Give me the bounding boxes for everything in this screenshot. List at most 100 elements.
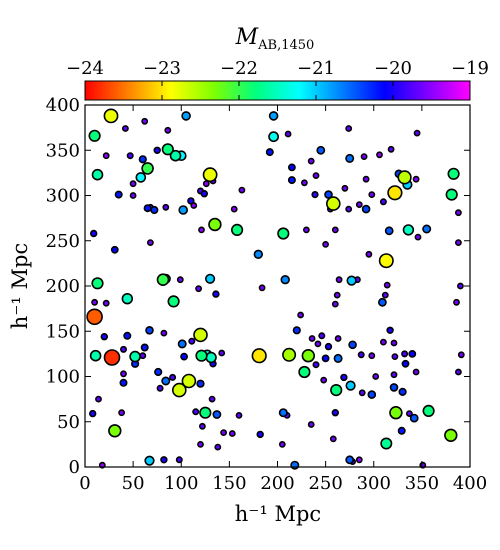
data-point <box>120 345 128 353</box>
y-axis-label: h⁻¹ Mpc <box>8 243 32 329</box>
y-tick-label: 350 <box>46 140 80 161</box>
colorbar-bar <box>84 80 471 101</box>
data-point <box>387 185 403 201</box>
data-point <box>154 367 163 377</box>
data-point <box>153 146 161 155</box>
data-point <box>161 376 171 386</box>
data-point <box>335 276 343 284</box>
data-point <box>212 290 220 298</box>
data-point <box>89 229 98 238</box>
data-point <box>331 300 339 308</box>
data-point <box>138 155 147 164</box>
data-point <box>187 197 195 205</box>
data-point <box>176 276 184 284</box>
data-point <box>251 348 267 364</box>
data-point <box>454 368 462 376</box>
data-point <box>91 298 98 306</box>
data-point <box>214 443 222 451</box>
data-point <box>312 361 320 369</box>
data-point <box>88 129 101 142</box>
data-point <box>322 240 329 248</box>
data-point <box>397 170 412 185</box>
data-point <box>333 291 341 299</box>
x-tick-label: 250 <box>308 473 342 494</box>
data-point <box>308 335 316 342</box>
data-point <box>372 373 380 380</box>
data-point <box>123 331 132 340</box>
y-tick-label: 300 <box>46 186 80 207</box>
data-point <box>341 184 349 192</box>
data-point <box>408 349 417 358</box>
colorbar-tick-label: −20 <box>374 58 412 79</box>
data-point <box>140 343 149 352</box>
data-point <box>390 371 398 379</box>
data-point <box>143 204 152 213</box>
data-point <box>181 111 191 121</box>
data-point <box>89 349 102 362</box>
y-tick-label: 100 <box>46 367 80 388</box>
data-point <box>444 428 458 442</box>
data-point <box>380 437 393 450</box>
data-point <box>457 351 465 359</box>
data-point <box>361 204 371 214</box>
data-point <box>278 408 288 418</box>
data-point <box>258 284 266 292</box>
data-point <box>230 205 238 213</box>
data-point <box>318 332 326 340</box>
data-point <box>368 352 376 360</box>
colorbar-tick-label: −22 <box>220 58 258 79</box>
data-point <box>321 354 330 363</box>
y-tick-label: 50 <box>57 412 80 433</box>
data-point <box>161 143 174 156</box>
data-point <box>86 308 103 326</box>
data-point <box>141 117 149 125</box>
data-point <box>202 180 210 188</box>
data-point <box>218 349 226 357</box>
data-point <box>401 350 409 358</box>
data-point <box>381 291 389 299</box>
data-point <box>208 395 216 403</box>
data-point <box>126 152 134 160</box>
data-point <box>324 342 333 351</box>
data-point <box>103 349 121 366</box>
data-point <box>414 233 422 241</box>
data-point <box>346 275 357 286</box>
data-point <box>331 226 339 234</box>
data-point <box>235 411 243 419</box>
data-point <box>422 224 432 234</box>
data-point <box>196 379 205 388</box>
data-point <box>307 157 315 165</box>
data-point <box>320 376 328 384</box>
data-point <box>330 384 343 397</box>
data-point <box>129 180 137 188</box>
data-point <box>172 382 187 398</box>
data-point <box>389 383 399 392</box>
data-point <box>307 421 315 428</box>
x-tick-label: 400 <box>453 473 487 494</box>
data-point <box>121 293 134 305</box>
data-point <box>453 298 460 306</box>
data-point <box>122 125 129 132</box>
data-point <box>91 277 104 290</box>
data-point <box>456 282 464 290</box>
data-point <box>454 239 462 246</box>
colorbar-tick-label: −19 <box>451 58 489 79</box>
data-point <box>340 373 348 382</box>
data-point <box>139 352 147 360</box>
y-tick-label: 200 <box>46 276 80 297</box>
data-point <box>205 273 216 284</box>
colorbar-label: MAB,1450 <box>235 25 315 53</box>
data-point <box>164 126 172 134</box>
colorbar-tick-label: −23 <box>143 58 181 79</box>
data-point <box>383 281 391 289</box>
data-point <box>355 201 363 208</box>
data-point <box>118 409 125 417</box>
data-point <box>167 295 180 308</box>
data-point <box>412 368 420 376</box>
data-point <box>365 250 373 258</box>
data-point <box>358 389 366 397</box>
data-point <box>212 410 222 419</box>
data-point <box>119 378 128 387</box>
colorbar-tick-label: −21 <box>297 58 335 79</box>
data-point <box>144 455 155 466</box>
